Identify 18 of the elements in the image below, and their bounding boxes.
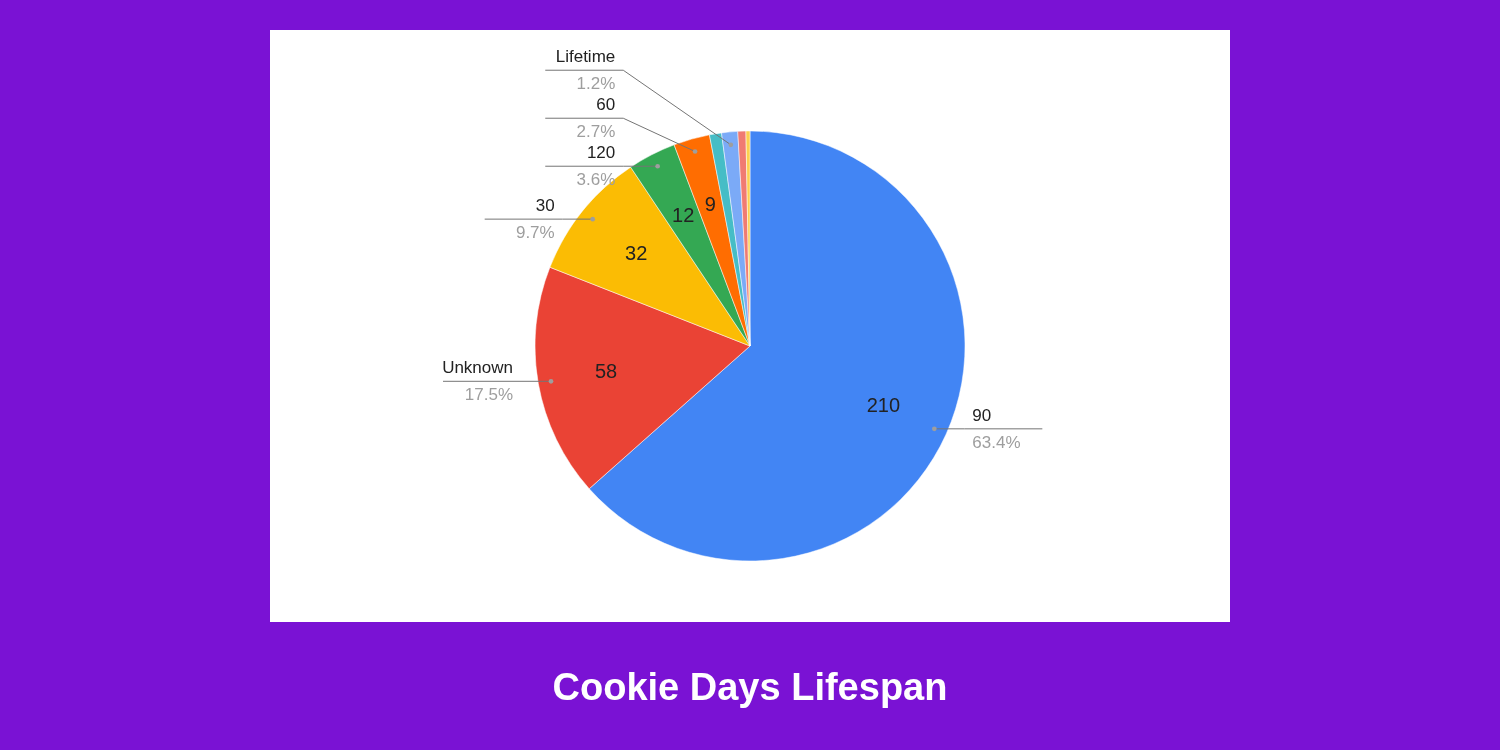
slice-label: 30	[535, 196, 555, 216]
text: 9.7%	[515, 223, 555, 243]
data-label: 9	[704, 193, 716, 216]
text: 17.5%	[464, 385, 514, 405]
text: 3.6%	[576, 170, 616, 190]
slice-label: 120	[586, 143, 616, 163]
text: 1.2%	[576, 74, 616, 94]
slice-label: Unknown	[442, 358, 514, 378]
slice-label: Lifetime	[555, 47, 616, 67]
slice-label: 90	[972, 405, 992, 425]
slice-label: 60	[596, 95, 616, 115]
text: 2.7%	[576, 122, 616, 142]
data-label: 210	[866, 393, 901, 416]
text: 63.4%	[972, 432, 1021, 452]
data-label: 32	[625, 242, 648, 265]
data-label: 58	[594, 359, 618, 382]
text: Cookie Days Lifespan	[552, 666, 948, 708]
data-label: 12	[672, 203, 695, 226]
